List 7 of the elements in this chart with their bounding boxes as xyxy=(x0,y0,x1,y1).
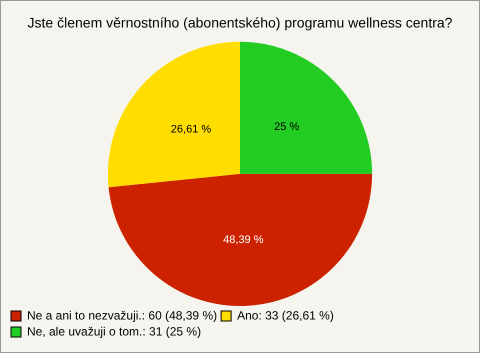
legend-label: Ano: 33 (26,61 %) xyxy=(237,308,334,322)
data-label: 48,39 % xyxy=(223,234,264,246)
legend-label: Ne, ale uvažuji o tom.: 31 (25 %) xyxy=(27,324,202,338)
data-label: 26,61 % xyxy=(170,124,212,136)
chart-title: Jste členem věrnostního (abonentského) programu wellness centra? xyxy=(28,14,453,30)
data-label: 25 % xyxy=(274,121,300,134)
legend-label: Ne a ani to nezvažuji.: 60 (48,39 %) xyxy=(27,308,218,322)
